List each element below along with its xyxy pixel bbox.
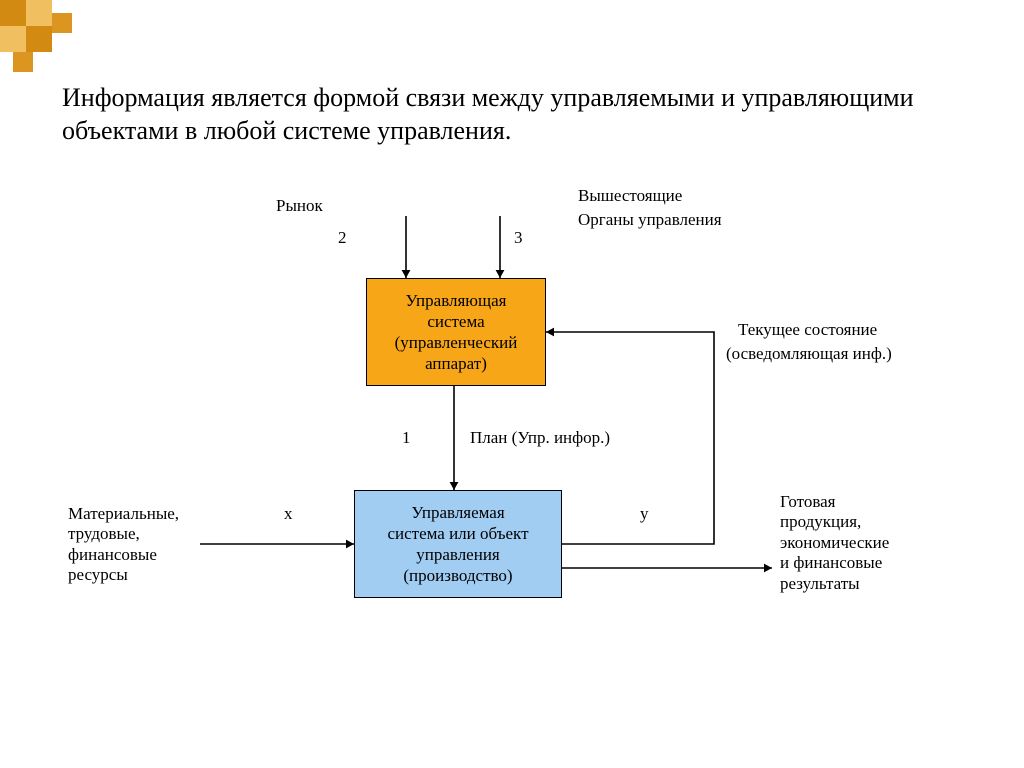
controlled-system-box: Управляемаясистема или объектуправления(… — [354, 490, 562, 598]
label-higher2: Органы управления — [578, 210, 722, 230]
box-line: аппарат) — [425, 353, 487, 374]
arrow-plan-head — [450, 482, 459, 490]
box-line: управления — [416, 544, 500, 565]
label-num1: 1 — [402, 428, 411, 448]
label-xlab: x — [284, 504, 293, 524]
label-state2: (осведомляющая инф.) — [726, 344, 892, 364]
label-resources: Материальные,трудовые,финансовыересурсы — [68, 504, 179, 586]
box-line: (производство) — [403, 565, 512, 586]
box-line: система или объект — [387, 523, 528, 544]
box-line: Управляемая — [411, 502, 504, 523]
box-line: (управленческий — [395, 332, 518, 353]
arrow-feedback-head — [546, 328, 554, 337]
arrow-rynok-head — [402, 270, 411, 278]
label-state1: Текущее состояние — [738, 320, 877, 340]
label-num3: 3 — [514, 228, 523, 248]
box-line: Управляющая — [406, 290, 507, 311]
label-ylab: y — [640, 504, 649, 524]
arrow-higher-head — [496, 270, 505, 278]
controlling-system-box: Управляющаясистема(управленческийаппарат… — [366, 278, 546, 386]
label-higher1: Вышестоящие — [578, 186, 682, 206]
box-line: система — [427, 311, 484, 332]
label-results: Готоваяпродукция,экономическиеи финансов… — [780, 492, 889, 594]
arrow-outputs-head — [764, 564, 772, 573]
label-num2: 2 — [338, 228, 347, 248]
label-plan: План (Упр. инфор.) — [470, 428, 610, 448]
management-diagram: Управляющаясистема(управленческийаппарат… — [0, 0, 1024, 768]
label-rynok: Рынок — [276, 196, 323, 216]
arrow-inputs-head — [346, 540, 354, 549]
